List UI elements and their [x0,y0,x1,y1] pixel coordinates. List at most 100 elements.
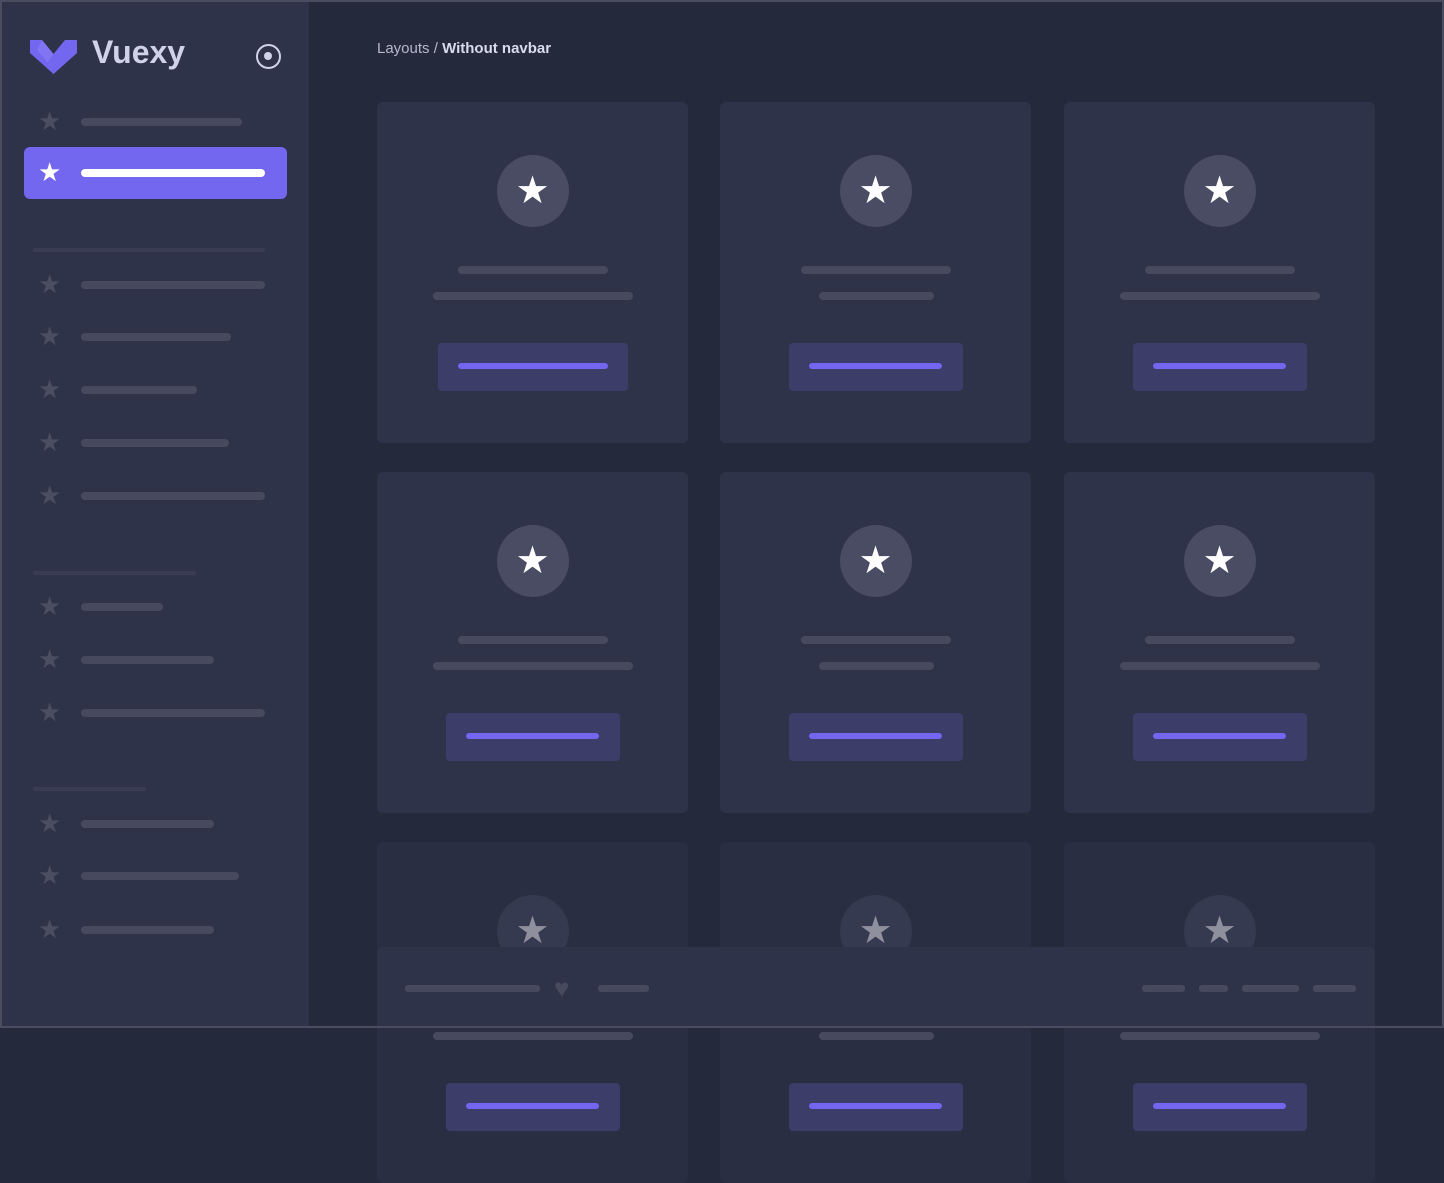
sidebar-item-label [81,603,163,611]
footer-link[interactable] [1199,985,1228,992]
star-icon: ★ [839,525,912,597]
card-button[interactable] [1132,343,1307,391]
card-title [457,636,608,644]
card-button[interactable] [1132,713,1307,761]
star-icon: ★ [38,106,62,136]
card-button[interactable] [1132,1083,1307,1131]
star-icon: ★ [38,480,62,510]
card-button-label [1153,363,1286,369]
footer-text [598,985,649,992]
star-icon: ★ [38,644,62,674]
card-button-label [809,363,942,369]
card-button[interactable] [788,1083,963,1131]
sidebar-item-label [81,169,265,177]
sidebar-item[interactable]: ★ [24,850,287,902]
star-icon: ★ [38,860,62,890]
card: ★ [1064,102,1375,443]
menu-toggle-icon[interactable] [256,44,281,69]
star-icon: ★ [38,427,62,457]
sidebar-item[interactable]: ★ [24,470,287,522]
star-icon: ★ [839,155,912,227]
card-subtitle [432,1032,633,1040]
section-divider [33,787,146,791]
breadcrumb: Layouts / Without navbar [377,40,551,57]
card: ★ [720,102,1031,443]
card-subtitle [818,1032,934,1040]
breadcrumb-separator: / [429,40,443,57]
card-button[interactable] [445,713,620,761]
star-icon: ★ [38,321,62,351]
star-icon: ★ [38,157,62,187]
card-button-label [809,733,942,739]
sidebar-item-label [81,118,242,126]
section-divider [33,248,265,252]
card-subtitle [1119,662,1320,670]
card-button-label [1153,733,1286,739]
sidebar-item[interactable]: ★ [24,581,287,633]
breadcrumb-current: Without navbar [442,40,552,57]
star-icon: ★ [38,914,62,944]
star-icon: ★ [496,525,569,597]
star-icon: ★ [38,374,62,404]
star-icon: ★ [496,155,569,227]
section-divider [33,571,196,575]
vuexy-logo [30,40,77,74]
card-subtitle [818,292,934,300]
card-button-label [466,733,599,739]
card-button-label [466,1103,599,1109]
sidebar-item[interactable]: ★ [24,417,287,469]
sidebar-item-label [81,709,265,717]
card: ★ [720,472,1031,813]
card-button[interactable] [445,1083,620,1131]
card-subtitle [432,292,633,300]
card-subtitle [1119,1032,1320,1040]
card-title [800,266,951,274]
card-button[interactable] [788,713,963,761]
sidebar-item-label [81,926,214,934]
sidebar-item-label [81,333,231,341]
heart-icon: ♥ [554,973,570,1003]
card-title [457,266,608,274]
sidebar-item[interactable]: ★ [24,147,287,199]
footer-link[interactable] [1142,985,1185,992]
card-title [800,636,951,644]
sidebar-item-label [81,281,265,289]
card-button[interactable] [437,343,628,391]
sidebar-item[interactable]: ★ [24,311,287,363]
card: ★ [377,472,688,813]
sidebar-item[interactable]: ★ [24,904,287,956]
sidebar-item[interactable]: ★ [24,96,287,148]
card: ★ [377,102,688,443]
card-subtitle [818,662,934,670]
card-button-label [1153,1103,1286,1109]
app-name: Vuexy [92,34,186,70]
card-button-label [457,363,608,369]
card-button-label [809,1103,942,1109]
footer: ♥ [377,947,1375,1028]
sidebar-item-label [81,656,214,664]
sidebar-item-label [81,820,214,828]
star-icon: ★ [38,808,62,838]
sidebar-item[interactable]: ★ [24,364,287,416]
breadcrumb-parent[interactable]: Layouts [377,40,430,57]
sidebar-item[interactable]: ★ [24,634,287,686]
footer-link[interactable] [1242,985,1299,992]
sidebar-item[interactable]: ★ [24,687,287,739]
sidebar: Vuexy ★ ★ ★ ★ ★ ★ ★ ★ ★ ★ ★ ★ ★ [0,0,309,1028]
sidebar-item-label [81,439,229,447]
footer-text [405,985,540,992]
star-icon: ★ [38,269,62,299]
card-button[interactable] [788,343,963,391]
star-icon: ★ [38,697,62,727]
sidebar-item-label [81,386,197,394]
sidebar-item[interactable]: ★ [24,798,287,850]
card-subtitle [1119,292,1320,300]
footer-link[interactable] [1313,985,1356,992]
sidebar-item-label [81,872,239,880]
star-icon: ★ [1183,525,1256,597]
sidebar-item-label [81,492,265,500]
sidebar-item[interactable]: ★ [24,259,287,311]
star-icon: ★ [38,591,62,621]
card-title [1144,636,1295,644]
card-subtitle [432,662,633,670]
